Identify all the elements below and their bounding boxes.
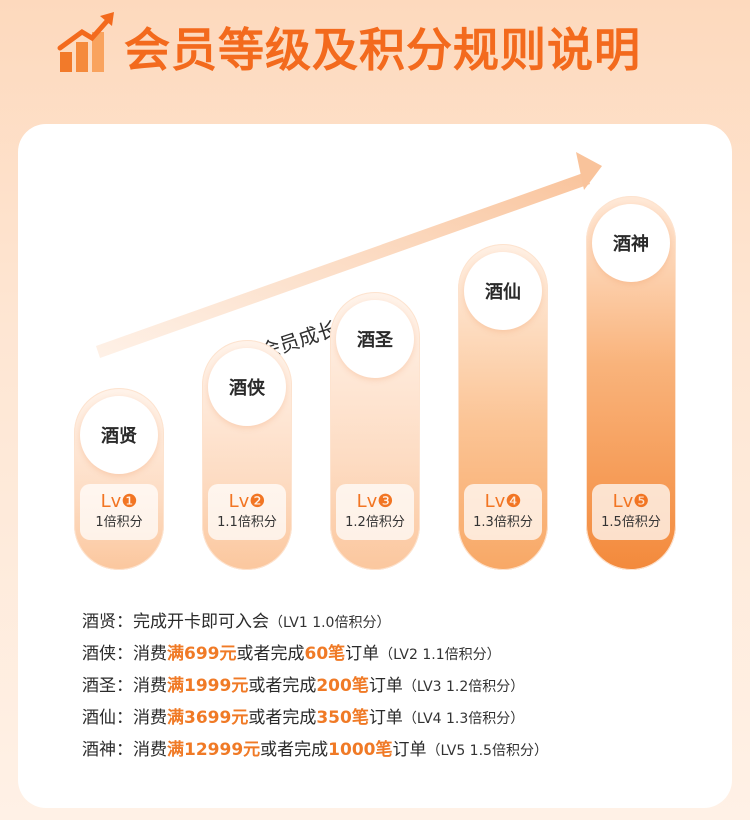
rule-text: 订单: [368, 708, 403, 728]
rule-text: 消费: [133, 708, 167, 728]
level-pill-5: 酒神 Lv❺ 1.5倍积分: [586, 196, 676, 570]
rule-count: 200笔: [316, 676, 369, 696]
level-pill-2: 酒侠 Lv❷ 1.1倍积分: [202, 340, 292, 570]
growth-arrow: [96, 152, 602, 358]
rule-level-name: 酒侠：: [82, 644, 133, 664]
page-title: 会员等级及积分规则说明: [124, 23, 641, 77]
level-badge: Lv❺ 1.5倍积分: [592, 484, 670, 540]
level-badge: Lv❶ 1倍积分: [80, 484, 158, 540]
rule-level-name: 酒圣：: [82, 676, 133, 696]
rule-amount: 满3699元: [167, 708, 249, 728]
rule-count: 350笔: [316, 708, 369, 728]
growth-chart-icon: [57, 12, 114, 72]
rule-note: （LV3 1.2倍积分）: [402, 679, 525, 695]
rule-text: 消费: [133, 644, 167, 664]
rule-row: 酒圣：消费满1999元或者完成200笔订单（LV3 1.2倍积分）: [82, 670, 722, 702]
level-multiplier: 1.2倍积分: [345, 515, 405, 530]
rule-count: 60笔: [304, 644, 346, 664]
level-number: Lv❸: [356, 491, 394, 512]
level-name: 酒圣: [336, 300, 414, 378]
rules-card: 会员成长体系 酒贤 Lv❶ 1倍积分 酒侠 Lv❷ 1.1倍积分 酒圣 Lv❸ …: [18, 124, 732, 808]
rule-level-name: 酒贤：: [82, 612, 133, 632]
level-badge: Lv❸ 1.2倍积分: [336, 484, 414, 540]
header: 会员等级及积分规则说明: [0, 0, 750, 110]
rule-note: （LV5 1.5倍积分）: [426, 743, 548, 759]
rule-text: 消费: [133, 676, 167, 696]
rule-amount: 满12999元: [167, 740, 261, 760]
rule-level-name: 酒神：: [82, 740, 133, 760]
rule-text: 订单: [368, 676, 403, 696]
level-multiplier: 1.1倍积分: [217, 515, 277, 530]
rule-level-name: 酒仙：: [82, 708, 133, 728]
level-multiplier: 1.5倍积分: [601, 515, 661, 530]
rule-amount: 满699元: [167, 644, 237, 664]
level-number: Lv❶: [100, 491, 138, 512]
level-name: 酒神: [592, 204, 670, 282]
level-name: 酒侠: [208, 348, 286, 426]
rule-text: 完成开卡即可入会: [133, 612, 269, 632]
level-badge: Lv❹ 1.3倍积分: [464, 484, 542, 540]
level-badge: Lv❷ 1.1倍积分: [208, 484, 286, 540]
level-name: 酒贤: [80, 396, 158, 474]
rule-text: 订单: [345, 644, 380, 664]
rule-row: 酒侠：消费满699元或者完成60笔订单（LV2 1.1倍积分）: [82, 638, 722, 670]
rule-note: （LV2 1.1倍积分）: [379, 647, 501, 663]
level-pill-3: 酒圣 Lv❸ 1.2倍积分: [330, 292, 420, 570]
rule-text: 订单: [392, 740, 427, 760]
rule-text: 或者完成: [248, 708, 317, 728]
rule-text: 或者完成: [248, 676, 317, 696]
level-number: Lv❷: [228, 491, 266, 512]
level-pill-1: 酒贤 Lv❶ 1倍积分: [74, 388, 164, 570]
level-pill-4: 酒仙 Lv❹ 1.3倍积分: [458, 244, 548, 570]
rule-amount: 满1999元: [167, 676, 249, 696]
level-name: 酒仙: [464, 252, 542, 330]
rule-count: 1000笔: [328, 740, 393, 760]
rule-note: （LV4 1.3倍积分）: [402, 711, 525, 727]
rule-row: 酒仙：消费满3699元或者完成350笔订单（LV4 1.3倍积分）: [82, 702, 722, 734]
rules-list: 酒贤：完成开卡即可入会（LV1 1.0倍积分） 酒侠：消费满699元或者完成60…: [82, 606, 722, 766]
rule-text: 或者完成: [260, 740, 329, 760]
level-number: Lv❺: [612, 491, 650, 512]
level-multiplier: 1.3倍积分: [473, 515, 533, 530]
rule-row: 酒贤：完成开卡即可入会（LV1 1.0倍积分）: [82, 606, 722, 638]
rule-text: 或者完成: [236, 644, 305, 664]
rule-row: 酒神：消费满12999元或者完成1000笔订单（LV5 1.5倍积分）: [82, 734, 722, 766]
level-multiplier: 1倍积分: [95, 515, 143, 530]
level-number: Lv❹: [484, 491, 522, 512]
rule-note: （LV1 1.0倍积分）: [269, 615, 391, 631]
rule-text: 消费: [133, 740, 167, 760]
